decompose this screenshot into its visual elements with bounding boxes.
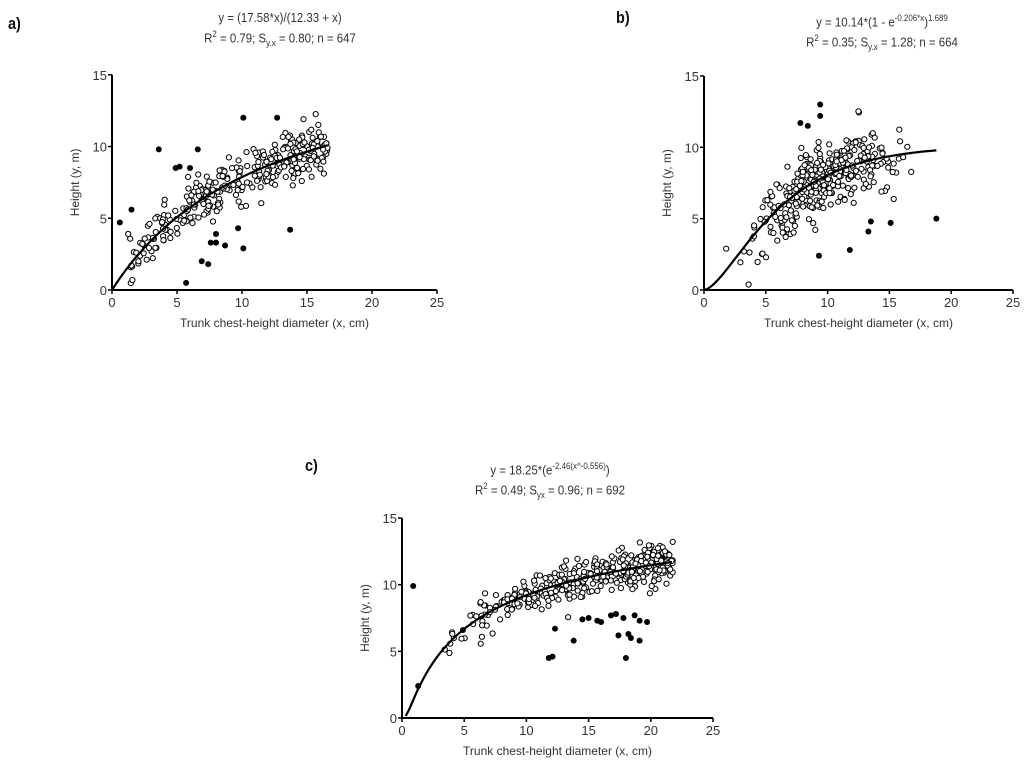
x-tick-label: 15	[300, 295, 314, 310]
x-tick-label: 0	[700, 295, 707, 310]
x-tick-label: 0	[108, 295, 115, 310]
panel-label: b)	[616, 8, 630, 27]
y-tick-label: 0	[390, 711, 397, 726]
x-axis-label: Trunk chest-height diameter (x, cm)	[463, 744, 652, 758]
equation-line2: R2 = 0.49; Syx = 0.96; n = 692	[474, 481, 626, 501]
y-axis-label: Height (y, m)	[68, 148, 82, 216]
fitted-curve	[404, 560, 673, 717]
y-tick-label: 10	[685, 140, 699, 155]
panel-b: b) y = 10.14*(1 - e-0.206*x)1.689 R2 = 0…	[0, 0, 1035, 340]
y-tick-label: 5	[100, 211, 107, 226]
x-tick-label: 25	[1006, 295, 1020, 310]
x-tick-label: 20	[944, 295, 958, 310]
panel-label: a)	[8, 14, 21, 33]
x-tick-label: 10	[820, 295, 834, 310]
y-tick-label: 0	[100, 283, 107, 298]
y-tick-label: 5	[692, 212, 699, 227]
equation-line1: y = 10.14*(1 - e-0.206*x)1.689	[816, 13, 948, 30]
y-tick-label: 15	[685, 69, 699, 84]
axes: 0 5 10 15 20 25 0 5 10 15 Trunk chest-height diame…	[660, 69, 1020, 330]
equation-line1: y = (17.58*x)/(12.33 + x)	[218, 10, 342, 25]
equation: y = 10.14*(1 - e-0.206*x)1.689 R2 = 0.35…	[750, 10, 1014, 55]
filled-points	[410, 583, 651, 690]
panel-label: c)	[305, 456, 318, 475]
y-tick-label: 15	[383, 511, 397, 526]
equation: y = (17.58*x)/(12.33 + x) R2 = 0.79; Sy.…	[157, 10, 403, 51]
x-tick-label: 5	[461, 723, 468, 738]
equation-line2: R2 = 0.35; Sy.x = 1.28; n = 664	[806, 33, 958, 53]
filled-points	[797, 101, 940, 259]
y-tick-label: 10	[383, 578, 397, 593]
open-points	[723, 108, 915, 288]
x-tick-label: 5	[173, 295, 180, 310]
fitted-curve	[703, 149, 937, 292]
y-tick-label: 15	[93, 68, 107, 83]
y-tick-label: 5	[390, 644, 397, 659]
scatter-plot: 0 5 10 15 20 25 0 5 10 15 Trunk chest-height diame…	[660, 69, 1020, 330]
x-tick-label: 5	[762, 295, 769, 310]
axes: 0 5 10 15 20 25 0 5 10 15 Trunk chest-height diame…	[358, 511, 720, 758]
x-axis-label: Trunk chest-height diameter (x, cm)	[764, 316, 953, 330]
y-tick-label: 10	[93, 140, 107, 155]
panel-a: a) y = (17.58*x)/(12.33 + x) R2 = 0.79; …	[0, 0, 460, 340]
x-tick-label: 20	[365, 295, 379, 310]
axes: 0 5 10 15 20 25 0 5 10 15 Trunk chest-height diame…	[68, 68, 444, 330]
x-tick-label: 10	[519, 723, 533, 738]
x-tick-label: 15	[581, 723, 595, 738]
x-tick-label: 15	[882, 295, 896, 310]
scatter-plot: 0 5 10 15 20 25 0 5 10 15 Trunk chest-height diame…	[68, 68, 444, 330]
equation: y = 18.25*(e-2.46(x^-0.556)) R2 = 0.49; …	[427, 458, 673, 503]
equation-line2: R2 = 0.79; Sy.x = 0.80; n = 647	[204, 29, 356, 48]
y-axis-label: Height (y, m)	[358, 584, 372, 652]
y-tick-label: 0	[692, 283, 699, 298]
x-axis-label: Trunk chest-height diameter (x, cm)	[180, 316, 369, 330]
y-axis-label: Height (y, m)	[660, 149, 674, 217]
filled-points	[116, 114, 294, 286]
x-tick-label: 0	[398, 723, 405, 738]
x-tick-label: 20	[644, 723, 658, 738]
fitted-curve	[111, 144, 329, 291]
equation-line1: y = 18.25*(e-2.46(x^-0.556))	[490, 461, 610, 478]
x-tick-label: 25	[430, 295, 444, 310]
x-tick-label: 25	[706, 723, 720, 738]
x-tick-label: 10	[235, 295, 249, 310]
